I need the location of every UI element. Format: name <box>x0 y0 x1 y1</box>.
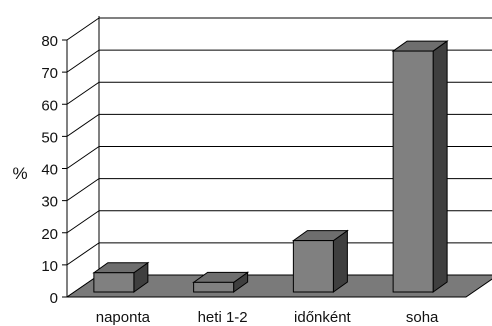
y-axis-label: % <box>12 164 27 183</box>
y-tick-label: 30 <box>41 194 58 211</box>
y-tick-label: 40 <box>41 162 58 179</box>
gridline-side-50 <box>66 113 100 137</box>
x-tick-label: heti 1-2 <box>198 309 248 326</box>
gridline-side-70 <box>66 49 100 73</box>
x-tick-labels: naponta heti 1-2 időnként soha <box>96 309 439 326</box>
y-tick-label: 50 <box>41 129 58 146</box>
bar-front <box>93 272 135 293</box>
y-tick-labels: 0 10 20 30 40 50 60 70 80 <box>41 33 58 307</box>
gridline-side-30 <box>66 178 100 202</box>
gridline-side-40 <box>66 146 100 169</box>
bar-heti 1-2 <box>192 271 250 293</box>
x-tick-label: időnként <box>294 309 352 326</box>
gridline-side-20 <box>66 210 100 234</box>
bar-front <box>292 240 334 293</box>
gridline-side-60 <box>66 81 100 105</box>
y-tick-label: 10 <box>41 258 58 275</box>
chart-walls <box>66 16 100 297</box>
y-tick-label: 60 <box>41 97 58 114</box>
bar-side <box>432 40 448 293</box>
bar-front <box>392 50 434 293</box>
bar-soha <box>391 40 449 293</box>
bar-front <box>193 281 235 293</box>
y-tick-label: 0 <box>50 290 58 307</box>
bar-időnként <box>291 229 349 293</box>
y-tick-label: 70 <box>41 65 58 82</box>
x-tick-label: soha <box>406 309 439 326</box>
bars <box>92 40 449 293</box>
y-tick-label: 20 <box>41 226 58 243</box>
bar-naponta <box>92 261 150 293</box>
x-tick-label: naponta <box>96 309 151 326</box>
y-tick-label: 80 <box>41 33 58 50</box>
chart-floor <box>65 274 492 298</box>
gridline-side-80 <box>66 17 100 41</box>
gridline-side-10 <box>66 242 100 266</box>
bar-side <box>332 229 348 293</box>
